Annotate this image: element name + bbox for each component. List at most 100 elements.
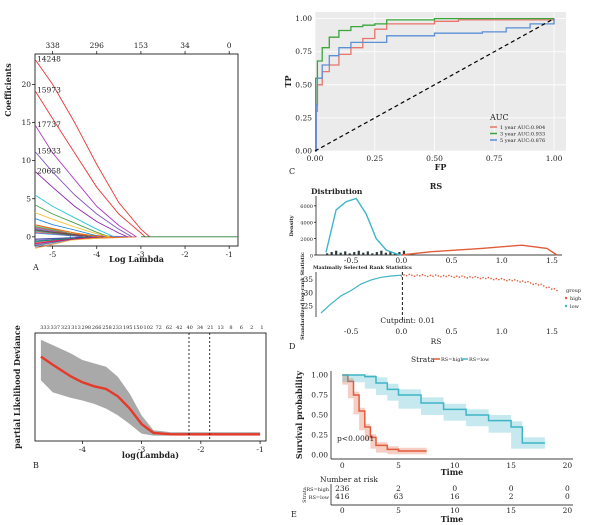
x-tick-label: 20 <box>563 461 573 470</box>
stat-point <box>453 276 455 279</box>
rug-bar <box>398 252 401 255</box>
top-tick-label: 296 <box>90 41 105 50</box>
stat-point <box>426 275 429 278</box>
x-axis-label: Log Lambda <box>109 254 164 264</box>
survival-ci <box>342 375 427 455</box>
x-tick-label: -4 <box>93 250 101 259</box>
survival-curve <box>342 374 427 452</box>
legend-title: group <box>566 288 581 294</box>
panel-b: -4 -3 -2 -1 333 337 323 313 298 266 258 233 195 150 10… <box>12 325 267 470</box>
panel-label: D <box>289 342 295 351</box>
x-tick-label: 0.75 <box>486 154 503 163</box>
stat-point <box>408 273 411 276</box>
coef-label: 17737 <box>37 120 61 129</box>
y-tick-label: 0.50 <box>295 80 312 89</box>
stat-point <box>405 274 408 277</box>
distribution-title: Distribution <box>311 187 363 196</box>
coef-path <box>34 151 133 238</box>
coef-path <box>34 236 84 240</box>
stat-point <box>469 276 471 278</box>
stat-point <box>434 274 437 276</box>
x-tick-label: 1.00 <box>546 154 563 163</box>
top-tick-label: 150 <box>133 325 143 331</box>
stat-point <box>490 277 492 280</box>
stat-point <box>411 274 413 277</box>
density-curve <box>325 197 402 256</box>
legend-entry: 5 year AUC:0.876 <box>500 138 545 144</box>
x-tick-label: 1.0 <box>496 256 508 265</box>
x-tick-label: 1.5 <box>546 256 558 265</box>
y-tick-label: 1.00 <box>295 14 312 23</box>
coef-path <box>34 194 115 238</box>
risk-axis-title: Strata <box>302 487 308 503</box>
stat-point <box>513 279 516 281</box>
reference-diagonal <box>314 18 555 152</box>
stat-point <box>487 276 490 279</box>
stat-point <box>540 283 542 286</box>
y-axis-label: Coefficients <box>3 63 13 117</box>
stat-point <box>550 288 553 290</box>
panel-a: 0 5 10 15 20 -5 -4 -3 -2 -1 338 296 153 34 0 14248 15973… <box>3 41 239 272</box>
top-tick-label: 72 <box>155 325 161 331</box>
top-tick-label: 1 <box>260 325 263 331</box>
y-tick-label: 0.25 <box>295 113 312 122</box>
top-tick-label: 338 <box>45 41 60 50</box>
rug-bar <box>393 253 397 255</box>
coef-path <box>34 124 137 238</box>
top-tick-label: 40 <box>186 325 192 331</box>
y-tick-label: 20 <box>21 80 31 89</box>
stat-point <box>484 277 487 280</box>
top-tick-label: 21 <box>207 325 213 331</box>
rug-bar <box>389 251 392 255</box>
coef-path <box>34 218 102 238</box>
risk-cell: 0 <box>452 484 457 493</box>
panel-label: A <box>32 263 39 272</box>
coef-path <box>34 59 150 238</box>
y-tick-label: 2000 <box>300 237 313 243</box>
coef-label: 14248 <box>37 54 61 63</box>
top-tick-label: 0 <box>227 41 232 50</box>
panel-c: 0.000.00 0.25 0.25 0.50 0.50 0.75 0.75 1.00 1.00… <box>283 12 566 176</box>
x-tick-label: 15 <box>506 461 516 470</box>
stat-point <box>529 282 532 284</box>
rug-bar <box>362 252 365 255</box>
y-tick-label: 0.25 <box>311 431 328 440</box>
x-tick-label: 0.0 <box>395 256 407 265</box>
stat-point <box>532 283 535 286</box>
plot-frame <box>34 53 239 247</box>
y-axis-label: partial Likelihood Deviance <box>12 325 22 449</box>
stat-point <box>524 281 527 284</box>
legend-swatch-high <box>564 296 568 300</box>
y-tick-label: 10 <box>21 156 31 165</box>
stat-point <box>400 275 403 277</box>
x-tick-label: 5 <box>396 461 401 470</box>
stat-point <box>482 276 484 279</box>
x-tick-label: -0.5 <box>344 327 359 336</box>
risk-row-name: RS=low <box>309 495 330 501</box>
x-tick-label: -1 <box>226 250 233 259</box>
risk-x-tick-label: 5 <box>396 506 401 515</box>
panel-e: Strata RS=high RS=low0.000.250.500.751.000… <box>291 355 573 524</box>
x-tick-label: -4 <box>79 445 87 454</box>
stat-curve <box>320 274 402 314</box>
coef-path <box>34 170 128 238</box>
rug-bar <box>335 250 338 255</box>
x-tick-label: 0.50 <box>426 154 443 163</box>
top-tick-label: 42 <box>176 325 182 331</box>
x-tick-label: 1.0 <box>496 327 508 336</box>
stat-point <box>548 286 550 289</box>
panel-title: RS <box>430 181 443 191</box>
rug-bar <box>330 252 333 255</box>
top-tick-label: 298 <box>82 325 92 331</box>
stat-point <box>450 275 453 278</box>
stat-point <box>458 276 461 278</box>
y-tick-label: 0.50 <box>311 411 328 420</box>
stat-point <box>477 276 479 279</box>
strata-entry: RS=high <box>441 357 464 363</box>
stat-point <box>516 280 519 282</box>
x-tick-label: 0.00 <box>307 154 324 163</box>
rug-bar <box>344 251 347 255</box>
top-tick-label: 2 <box>250 325 253 331</box>
stat-title: Maximally Selected Rank Statistics <box>313 265 412 271</box>
